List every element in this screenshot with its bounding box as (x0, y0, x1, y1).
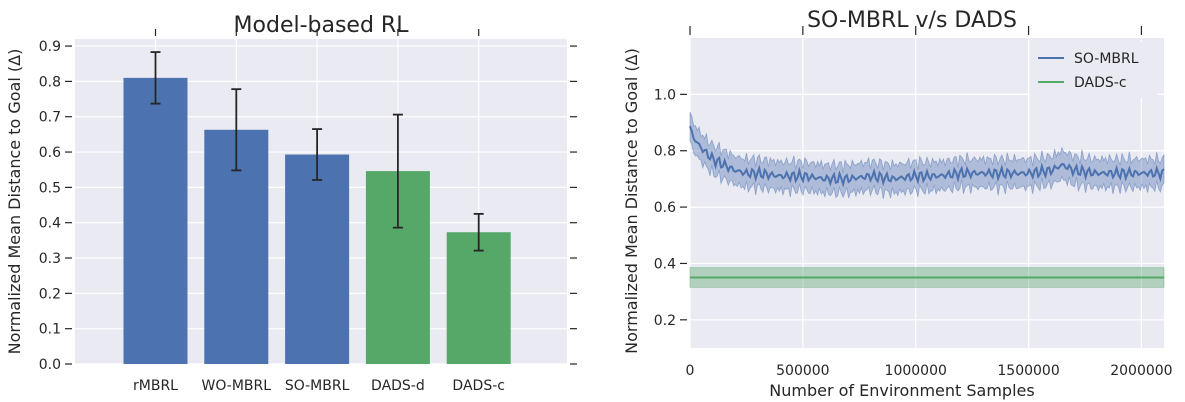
right-y-tick-labels: 0.2 0.4 0.6 0.8 1.0 (654, 87, 676, 328)
right-gridlines (680, 26, 1164, 348)
right-x-tick-label: 1500000 (997, 363, 1059, 379)
right-y-tick-label: 1.0 (654, 87, 676, 103)
left-error-bars (150, 51, 484, 252)
x-tick-label-so-mbrl: SO-MBRL (285, 378, 350, 394)
right-y-tick-label: 0.2 (654, 313, 676, 329)
right-y-tick-label: 0.4 (654, 256, 676, 272)
x-tick-label-dads-d: DADS-d (371, 378, 425, 394)
right-x-axis-label: Number of Environment Samples (769, 381, 1034, 400)
right-y-axis-label: Normalized Mean Distance to Goal (Δ) (622, 48, 641, 354)
legend: SO-MBRL DADS-c (1030, 42, 1158, 98)
error-bar-wo-mbrl (231, 88, 242, 172)
left-y-tick-label: 0.9 (39, 39, 61, 55)
right-x-tick-label: 500000 (776, 363, 829, 379)
right-x-tick-labels: 0 500000 1000000 1500000 2000000 (686, 363, 1173, 379)
left-y-tick-label: 0.6 (39, 145, 61, 161)
line-so-mbrl (689, 125, 1165, 188)
left-y-tick-labels: 0.0 0.1 0.2 0.3 0.4 0.5 0.6 0.7 0.8 0.9 (39, 39, 61, 373)
left-y-tick-label: 0.4 (39, 216, 61, 232)
right-x-tick-label: 2000000 (1110, 363, 1172, 379)
legend-label-so-mbrl: SO-MBRL (1074, 51, 1139, 67)
bar-so-mbrl (285, 154, 350, 364)
x-tick-label-dads-c: DADS-c (452, 378, 505, 394)
left-bars (123, 77, 511, 364)
x-tick-label-wo-mbrl: WO-MBRL (202, 378, 272, 394)
right-y-tick-label: 0.8 (654, 144, 676, 160)
left-x-tick-labels: rMBRL WO-MBRL SO-MBRL DADS-d DADS-c (133, 378, 505, 394)
left-y-axis-label: Normalized Mean Distance to Goal (Δ) (5, 49, 24, 355)
error-bar-dads-d (392, 113, 403, 229)
right-series (689, 111, 1165, 288)
error-bar-dads-c (473, 212, 484, 252)
left-y-tick-label: 0.5 (39, 180, 61, 196)
error-bar-so-mbrl (312, 128, 323, 181)
left-y-tick-label: 0.8 (39, 74, 61, 90)
left-y-tick-label: 0.2 (39, 286, 61, 302)
line-chart-so-mbrl-vs-dads: 0.2 0.4 0.6 0.8 1.0 0 500000 1000000 1500000 200… (622, 8, 1173, 400)
left-y-tick-label: 0.7 (39, 110, 61, 126)
right-x-tick-label: 1000000 (885, 363, 947, 379)
left-chart-title: Model-based RL (234, 13, 410, 38)
legend-label-dads-c: DADS-c (1074, 75, 1127, 91)
x-tick-label-rmbrl: rMBRL (133, 378, 178, 394)
left-y-tick-label: 0.3 (39, 251, 61, 267)
bar-rmbrl (123, 77, 188, 364)
right-y-tick-label: 0.6 (654, 200, 676, 216)
bar-chart-model-based-rl: 0.0 0.1 0.2 0.3 0.4 0.5 0.6 0.7 0.8 0.9 rMBRL WO-M… (5, 13, 577, 394)
right-x-tick-label: 0 (686, 363, 695, 379)
left-y-tick-label: 0.0 (39, 357, 61, 373)
left-y-tick-label: 0.1 (39, 322, 61, 338)
legend-box (1030, 42, 1158, 98)
right-chart-title: SO-MBRL v/s DADS (807, 8, 1017, 33)
error-bar-rmbrl (150, 51, 161, 105)
bar-dads-c (446, 232, 511, 364)
